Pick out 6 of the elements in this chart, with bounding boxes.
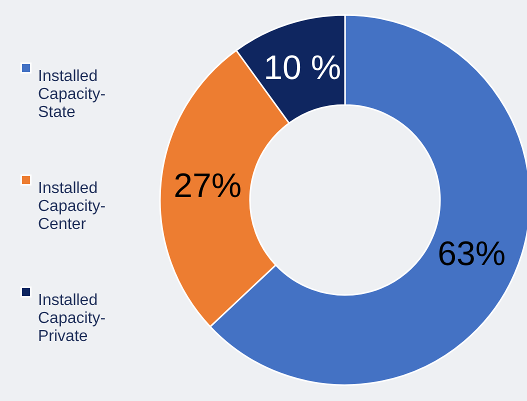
- data-label: 10 %: [264, 48, 342, 87]
- legend-label: Installed Capacity-Private: [38, 292, 106, 345]
- data-label: 63%: [438, 234, 506, 273]
- legend-label: Installed Capacity-Center: [38, 180, 106, 233]
- data-label: 27%: [174, 167, 242, 206]
- legend-label: Installed Capacity-State: [38, 68, 106, 121]
